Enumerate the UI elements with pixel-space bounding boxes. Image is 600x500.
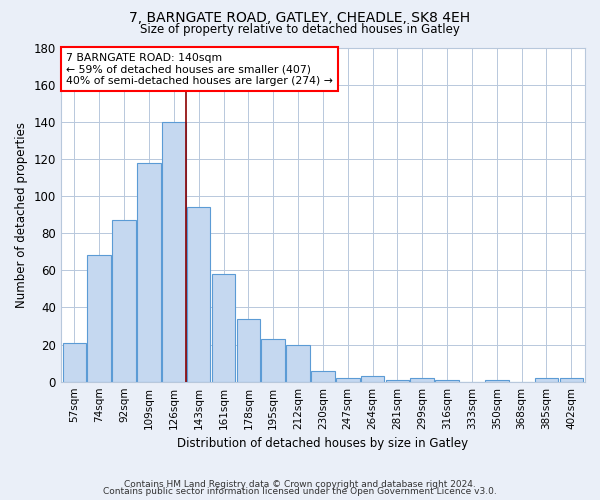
Bar xyxy=(112,220,136,382)
Bar xyxy=(212,274,235,382)
Text: Size of property relative to detached houses in Gatley: Size of property relative to detached ho… xyxy=(140,22,460,36)
Bar xyxy=(560,378,583,382)
Bar xyxy=(311,370,335,382)
Bar xyxy=(62,342,86,382)
Bar xyxy=(336,378,359,382)
Text: Contains public sector information licensed under the Open Government Licence v3: Contains public sector information licen… xyxy=(103,487,497,496)
Bar xyxy=(137,162,161,382)
X-axis label: Distribution of detached houses by size in Gatley: Distribution of detached houses by size … xyxy=(178,437,469,450)
Text: 7, BARNGATE ROAD, GATLEY, CHEADLE, SK8 4EH: 7, BARNGATE ROAD, GATLEY, CHEADLE, SK8 4… xyxy=(130,11,470,25)
Text: Contains HM Land Registry data © Crown copyright and database right 2024.: Contains HM Land Registry data © Crown c… xyxy=(124,480,476,489)
Bar xyxy=(286,344,310,382)
Bar xyxy=(386,380,409,382)
Bar xyxy=(262,339,285,382)
Bar xyxy=(88,256,111,382)
Bar xyxy=(162,122,185,382)
Bar xyxy=(187,207,211,382)
Bar xyxy=(361,376,385,382)
Bar xyxy=(535,378,558,382)
Bar xyxy=(436,380,459,382)
Bar xyxy=(485,380,509,382)
Y-axis label: Number of detached properties: Number of detached properties xyxy=(15,122,28,308)
Text: 7 BARNGATE ROAD: 140sqm
← 59% of detached houses are smaller (407)
40% of semi-d: 7 BARNGATE ROAD: 140sqm ← 59% of detache… xyxy=(66,52,333,86)
Bar xyxy=(236,318,260,382)
Bar xyxy=(410,378,434,382)
